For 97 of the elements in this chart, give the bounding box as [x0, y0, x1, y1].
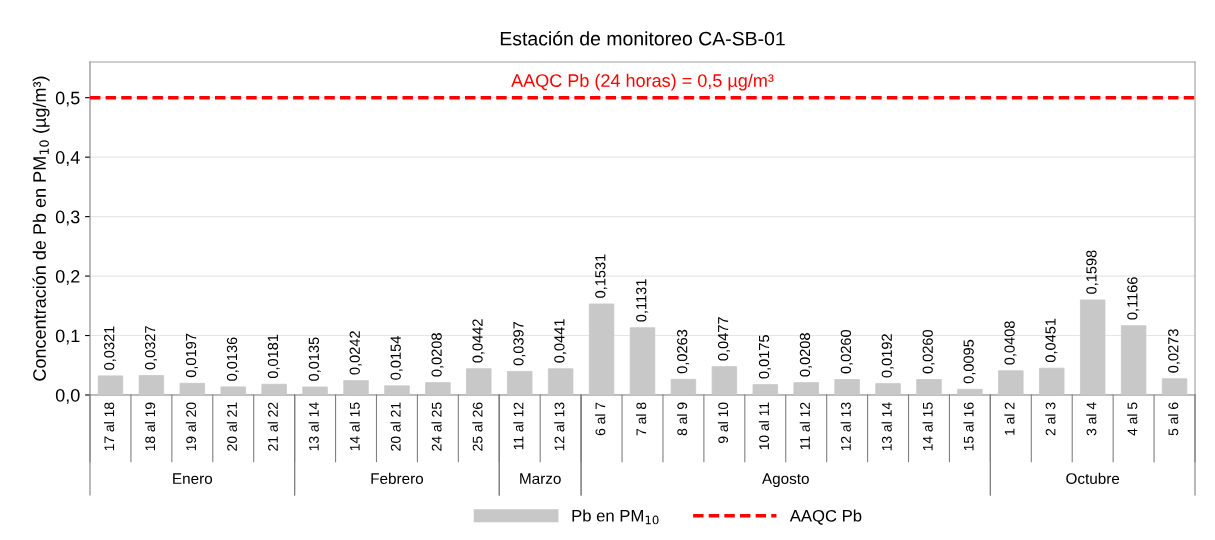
- x-tick-label: 13 al 14: [308, 402, 319, 451]
- bar: [220, 386, 246, 395]
- bar: [957, 388, 983, 395]
- text: Enero: [173, 473, 213, 485]
- bar: [834, 379, 860, 395]
- x-tick-label: 15 al 16: [963, 402, 974, 451]
- text: Marzo: [520, 473, 561, 485]
- bar: [384, 385, 410, 395]
- data-label: 0,0197: [185, 333, 198, 378]
- text: Agosto: [761, 473, 809, 488]
- data-label: 0,0260: [840, 329, 853, 374]
- text: Octubre: [1066, 472, 1120, 485]
- x-tick-label: 20 al 21: [390, 402, 401, 451]
- data-label: 0,0441: [554, 319, 567, 363]
- data-label: 0,0260: [922, 329, 935, 374]
- y-tick-label: 0,2: [55, 270, 80, 285]
- x-tick-label: 12 al 13: [554, 402, 565, 451]
- y-tick-label: 0,1: [55, 329, 80, 345]
- y-axis-title: Concentración de Pb en PM$_{10}$ (µg/m³): [32, 76, 50, 381]
- data-label: 0,0095: [963, 339, 976, 384]
- x-tick-label: 12 al 13: [840, 402, 851, 451]
- bar: [793, 382, 819, 395]
- data-label: 0,0442: [472, 319, 485, 363]
- data-label: 0,0192: [881, 334, 894, 378]
- legend-label: Pb en PM$_{10}$: [572, 509, 659, 525]
- bar: [588, 303, 615, 395]
- bar: [343, 380, 369, 395]
- data-label: 0,0208: [799, 333, 812, 377]
- bar: [425, 382, 451, 395]
- data-label: 0,0477: [717, 317, 730, 361]
- bar: [711, 366, 738, 395]
- bar: [547, 368, 574, 395]
- x-tick-label: 19 al 20: [185, 402, 197, 451]
- x-tick-label: 20 al 21: [226, 402, 237, 451]
- bar: [1039, 367, 1065, 395]
- bar: [1120, 325, 1147, 395]
- x-tick-label: 25 al 26: [472, 402, 483, 451]
- x-tick-label: 11 al 12: [799, 402, 810, 450]
- data-label: 0,0263: [677, 329, 690, 374]
- bar: [752, 384, 778, 395]
- bar: [466, 368, 492, 395]
- x-tick-label: 10 al 11: [758, 402, 770, 450]
- x-tick-label: 2 al 3: [1045, 402, 1056, 436]
- legend-label: AAQC Pb: [789, 509, 862, 525]
- data-label: 0,0175: [758, 335, 771, 379]
- data-label: 0,0135: [308, 337, 321, 381]
- x-tick-label: 14 al 15: [349, 402, 360, 451]
- y-tick-label: 0,3: [55, 210, 80, 226]
- data-label: 0,1131: [636, 279, 649, 322]
- y-tick-label: 0,4: [55, 151, 80, 166]
- x-tick-label: 4 al 5: [1127, 402, 1138, 436]
- x-tick-label: 13 al 14: [881, 402, 892, 451]
- bar: [302, 386, 328, 395]
- bar: [179, 382, 206, 395]
- bar: [97, 375, 124, 395]
- x-tick-label: 18 al 19: [144, 402, 156, 451]
- data-label: 0,0273: [1168, 329, 1181, 373]
- bar: [670, 378, 697, 395]
- x-tick-label: 7 al 8: [636, 402, 647, 436]
- data-label: 0,0408: [1004, 321, 1017, 365]
- x-tick-label: 5 al 6: [1168, 402, 1179, 436]
- chart-title: Estación de monitoreo CA-SB-01: [500, 31, 785, 46]
- bar: [261, 383, 287, 395]
- x-tick-label: 17 al 18: [103, 402, 115, 451]
- data-label: 0,0136: [226, 337, 239, 381]
- data-label: 0,0154: [390, 336, 403, 380]
- bar: [507, 370, 533, 395]
- data-label: 0,1598: [1086, 250, 1099, 294]
- x-tick-label: 14 al 15: [922, 402, 933, 451]
- data-label: 0,0181: [267, 334, 280, 379]
- x-tick-label: 24 al 25: [431, 402, 442, 451]
- y-tick-label: 0,0: [55, 388, 80, 404]
- bar: [875, 383, 901, 395]
- bar: [916, 379, 942, 395]
- data-label: 0,0321: [104, 326, 117, 370]
- y-tick-label: 0,5: [55, 91, 80, 107]
- data-label: 0,1166: [1127, 277, 1140, 320]
- x-tick-label: 8 al 9: [676, 402, 688, 436]
- text: Febrero: [371, 472, 424, 485]
- x-tick-label: 6 al 7: [595, 402, 606, 436]
- x-tick-label: 1 al 2: [1004, 402, 1015, 435]
- bar: [138, 375, 165, 395]
- data-label: 0,0451: [1045, 318, 1058, 363]
- x-tick-label: 21 al 22: [267, 402, 278, 451]
- bar: [998, 370, 1024, 395]
- bar: [1161, 378, 1188, 395]
- x-tick-label: 9 al 10: [717, 402, 729, 443]
- bar: [1079, 299, 1106, 395]
- data-label: 0,0208: [431, 333, 444, 377]
- x-tick-label: 3 al 4: [1086, 402, 1097, 436]
- annotation: AAQC Pb (24 horas) = 0,5 µg/m³: [511, 73, 774, 91]
- data-label: 0,0397: [513, 321, 526, 366]
- data-label: 0,0242: [349, 331, 362, 375]
- data-label: 0,0327: [144, 326, 158, 370]
- data-label: 0,1531: [595, 254, 608, 298]
- x-tick-label: 11 al 12: [513, 402, 524, 450]
- bar: [629, 327, 656, 395]
